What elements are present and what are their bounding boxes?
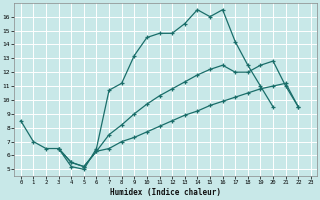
X-axis label: Humidex (Indice chaleur): Humidex (Indice chaleur): [110, 188, 221, 197]
